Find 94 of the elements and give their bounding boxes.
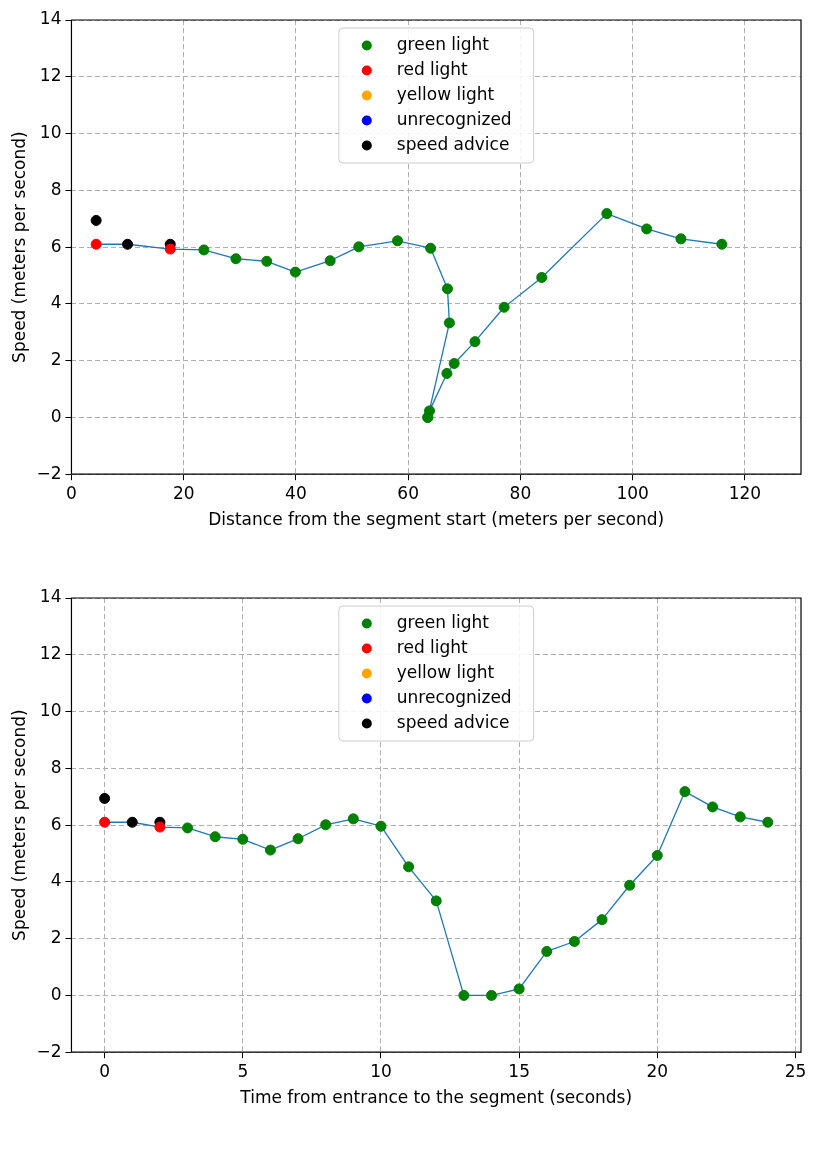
y-tick-label: 0 xyxy=(50,405,62,426)
x-tick-label: 40 xyxy=(285,482,307,503)
y-tick-label: 12 xyxy=(39,65,62,86)
point xyxy=(99,792,111,804)
legend-label: unrecognized xyxy=(396,686,512,707)
point xyxy=(624,879,636,891)
point xyxy=(261,255,273,267)
x-tick-label: 120 xyxy=(728,482,762,503)
point xyxy=(90,238,102,250)
point xyxy=(541,945,553,957)
legend-label: speed advice xyxy=(396,133,510,154)
legend-label: speed advice xyxy=(396,711,510,732)
y-tick-label: 6 xyxy=(50,235,62,256)
legend-label: yellow light xyxy=(396,83,495,104)
legend-label: green light xyxy=(396,611,490,632)
point xyxy=(469,336,481,348)
point xyxy=(443,317,455,329)
point xyxy=(99,816,111,828)
x-tick-label: 100 xyxy=(616,482,649,503)
y-tick-label: 8 xyxy=(50,756,62,777)
x-tick-label: 20 xyxy=(646,1060,669,1081)
x-tick-label: 60 xyxy=(397,482,419,503)
point xyxy=(734,811,746,823)
point xyxy=(375,820,387,832)
point xyxy=(762,816,774,828)
point xyxy=(707,801,719,813)
point xyxy=(164,243,176,255)
point xyxy=(458,989,470,1001)
y-tick-label: 14 xyxy=(39,586,62,607)
y-tick-label: −2 xyxy=(36,462,62,483)
point xyxy=(513,983,525,995)
y-axis-title: Speed (meters per second) xyxy=(8,131,29,363)
x-tick-label: 25 xyxy=(784,1060,807,1081)
legend-label: green light xyxy=(396,33,490,54)
point xyxy=(182,822,194,834)
point xyxy=(320,819,332,831)
y-tick-label: 2 xyxy=(50,927,62,948)
legend-label: yellow light xyxy=(396,661,495,682)
legend-label: unrecognized xyxy=(396,108,512,129)
point xyxy=(90,214,102,226)
point xyxy=(324,255,336,267)
x-axis-title: Time from entrance to the segment (seconds) xyxy=(239,1087,633,1108)
point xyxy=(292,833,304,845)
point xyxy=(679,786,691,798)
x-tick-label: 80 xyxy=(509,482,532,503)
point xyxy=(536,271,548,283)
y-tick-label: −2 xyxy=(36,1040,62,1061)
point xyxy=(237,833,249,845)
x-tick-label: 0 xyxy=(99,1060,111,1081)
point xyxy=(209,831,221,843)
point xyxy=(403,861,415,873)
x-tick-label: 10 xyxy=(370,1060,392,1081)
y-tick-label: 4 xyxy=(50,870,62,891)
point xyxy=(353,241,365,253)
point xyxy=(596,914,608,926)
point xyxy=(568,935,580,947)
point xyxy=(392,235,404,247)
point xyxy=(122,238,134,250)
x-tick-label: 5 xyxy=(237,1060,249,1081)
point xyxy=(448,357,460,369)
y-tick-label: 0 xyxy=(50,983,62,1004)
point xyxy=(264,844,276,856)
y-tick-label: 10 xyxy=(39,121,62,142)
x-tick-label: 20 xyxy=(172,482,195,503)
x-axis-title: Distance from the segment start (meters per second) xyxy=(208,509,665,530)
point xyxy=(716,238,728,250)
y-tick-label: 14 xyxy=(39,8,62,29)
point xyxy=(498,301,510,313)
legend-label: red light xyxy=(396,636,469,657)
y-axis-title: Speed (meters per second) xyxy=(8,709,29,941)
point xyxy=(675,233,687,245)
point xyxy=(651,849,663,861)
y-tick-label: 4 xyxy=(50,292,62,313)
point xyxy=(430,895,442,907)
legend-label: red light xyxy=(396,58,469,79)
y-tick-label: 10 xyxy=(39,699,62,720)
point xyxy=(441,283,453,295)
point xyxy=(641,223,653,235)
point xyxy=(230,253,242,265)
point xyxy=(154,821,166,833)
point xyxy=(126,816,138,828)
y-tick-label: 8 xyxy=(50,178,62,199)
y-tick-label: 12 xyxy=(39,643,62,664)
point xyxy=(486,989,497,1001)
point xyxy=(425,242,437,254)
x-tick-label: 15 xyxy=(508,1060,530,1081)
point xyxy=(347,813,359,825)
y-tick-label: 6 xyxy=(50,813,62,834)
y-tick-label: 2 xyxy=(50,349,62,370)
point xyxy=(441,367,453,379)
point xyxy=(289,266,301,278)
point xyxy=(601,208,613,220)
x-tick-label: 0 xyxy=(66,482,77,503)
point xyxy=(198,244,210,256)
